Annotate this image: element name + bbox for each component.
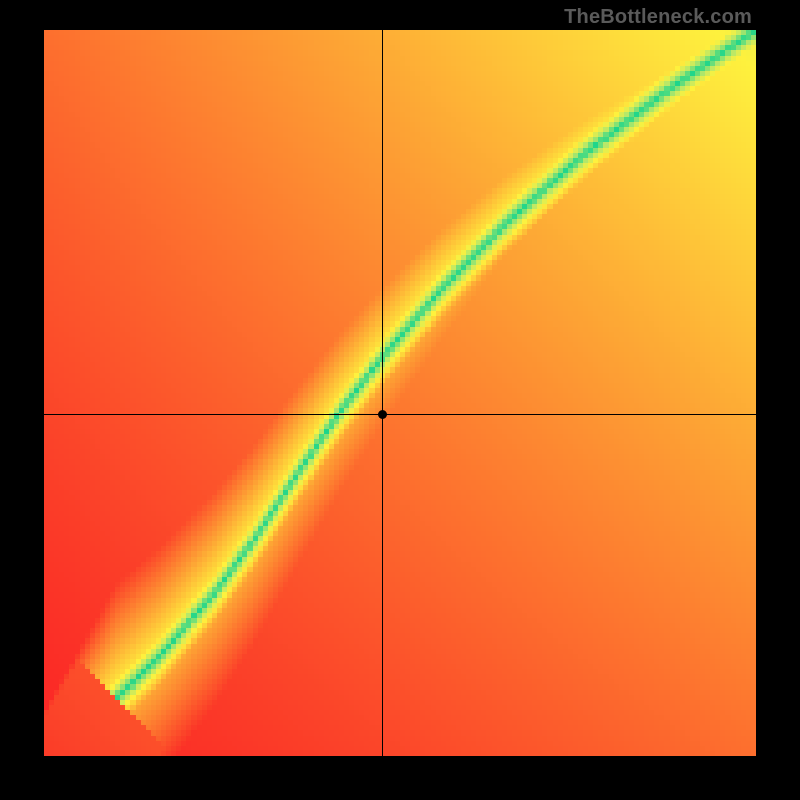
chart-frame: TheBottleneck.com <box>0 0 800 800</box>
crosshair-horizontal <box>44 414 756 415</box>
crosshair-vertical <box>382 30 383 756</box>
operating-point-marker <box>378 410 387 419</box>
bottleneck-heatmap <box>44 30 756 756</box>
watermark-text: TheBottleneck.com <box>564 6 752 29</box>
